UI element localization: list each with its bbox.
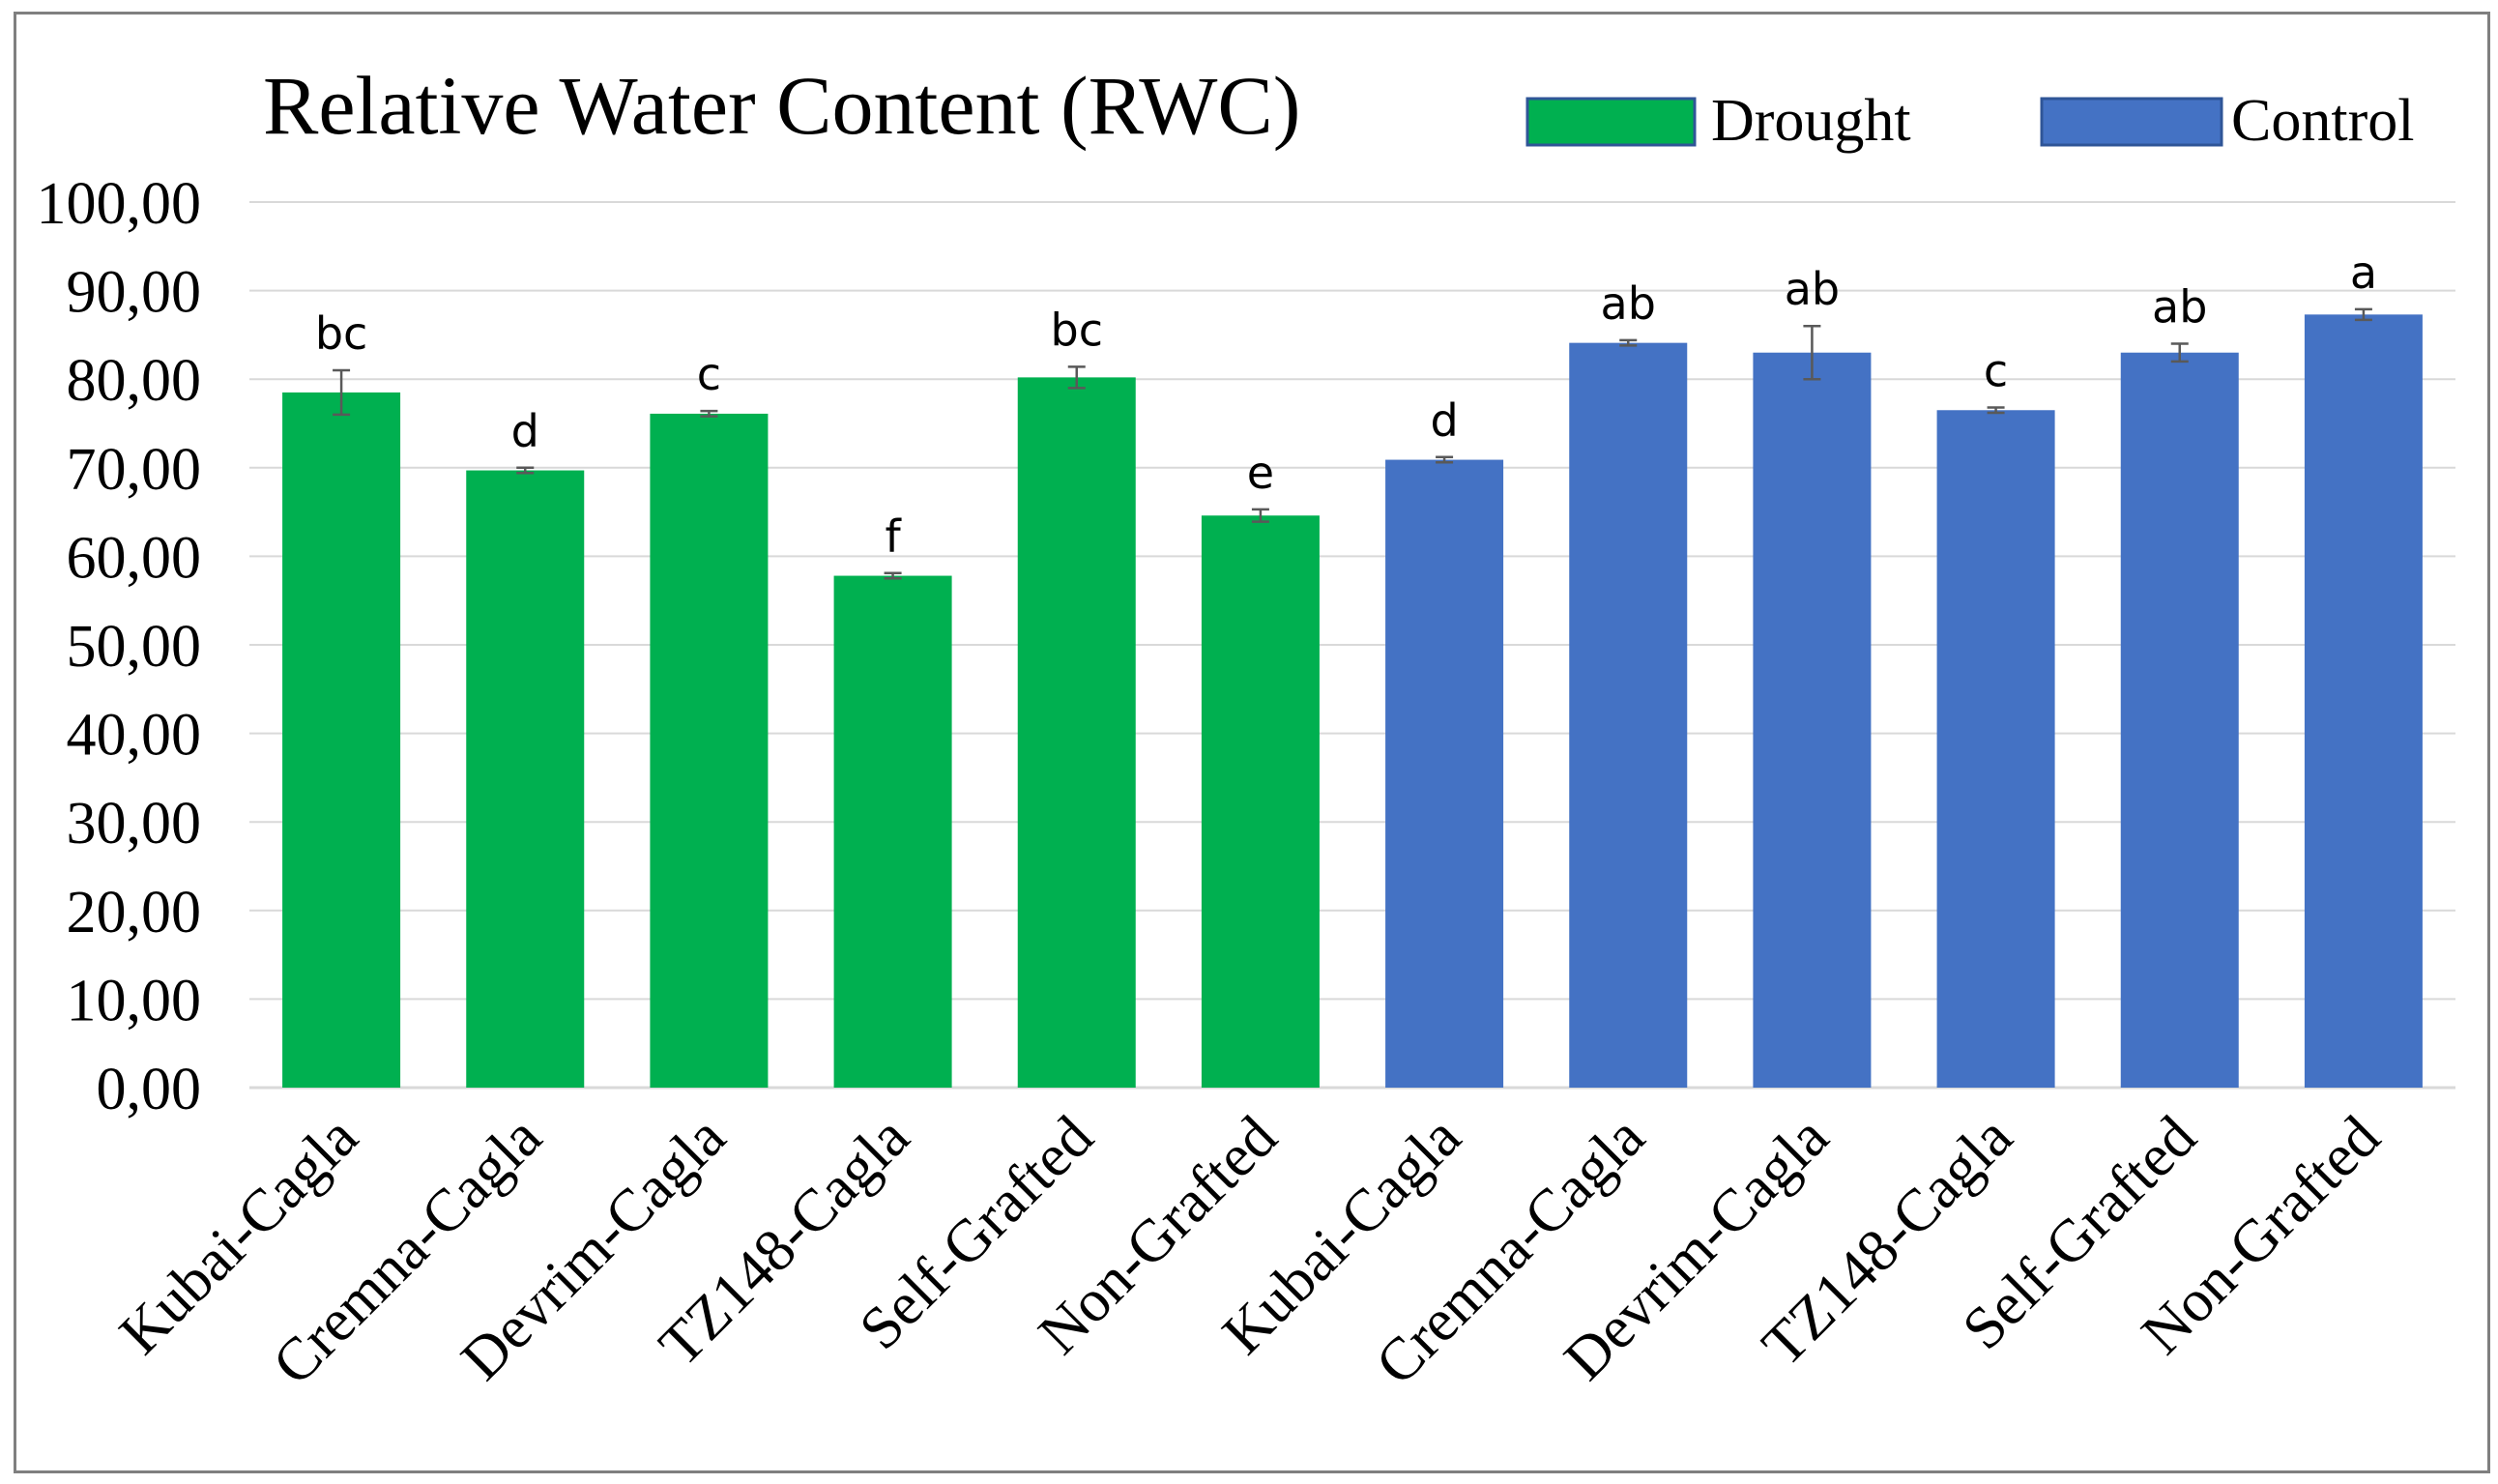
bar — [1569, 342, 1688, 1088]
y-tick-label: 20,00 — [67, 880, 202, 946]
x-axis-ticks: Kubai-CaglaCremna-CaglaDevrim-CaglaTZ148… — [107, 1104, 2393, 1398]
y-axis-ticks: 0,00 10,00 20,00 30,00 40,00 50,00 60,00 70,00 8… — [37, 171, 202, 1122]
legend-label-drought: Drought — [1711, 88, 1911, 154]
bar — [1201, 515, 1320, 1088]
bar — [1385, 459, 1504, 1088]
y-tick-label: 10,00 — [67, 968, 202, 1033]
y-tick-label: 80,00 — [67, 348, 202, 414]
bar — [2304, 314, 2423, 1088]
significance-label: bc — [315, 307, 368, 360]
significance-label: ab — [2152, 281, 2207, 334]
significance-label: d — [511, 405, 539, 457]
legend-label-control: Control — [2231, 88, 2414, 154]
significance-label: ab — [1785, 263, 1840, 315]
gridlines — [249, 201, 2455, 1090]
bar — [650, 413, 769, 1088]
significance-label: bc — [1051, 304, 1104, 356]
y-tick-label: 30,00 — [67, 791, 202, 857]
significance-label: e — [1247, 447, 1274, 499]
significance-label: c — [697, 348, 721, 400]
significance-label: a — [2350, 247, 2377, 299]
y-tick-label: 60,00 — [67, 525, 202, 591]
bar — [1753, 352, 1872, 1089]
bar — [833, 575, 952, 1088]
significance-label: d — [1430, 394, 1458, 447]
legend-swatch-drought — [1525, 97, 1697, 147]
legend-swatch-control — [2040, 97, 2223, 147]
bar — [2120, 352, 2239, 1089]
y-tick-label: 0,00 — [97, 1057, 202, 1122]
y-tick-label: 70,00 — [67, 437, 202, 503]
significance-label: c — [1984, 345, 2008, 397]
bar — [1936, 410, 2055, 1088]
bar — [282, 392, 401, 1088]
significance-label: f — [885, 510, 902, 563]
chart-title: Relative Water Content (RWC) — [263, 59, 1300, 152]
bars: bc d c f bc e d ab ab c ab a — [282, 247, 2423, 1089]
y-tick-label: 40,00 — [67, 703, 202, 769]
significance-label: ab — [1601, 277, 1656, 330]
y-tick-label: 90,00 — [67, 260, 202, 326]
y-tick-label: 50,00 — [67, 614, 202, 680]
bar — [1017, 377, 1136, 1088]
bar — [466, 470, 585, 1089]
legend: Drought Control — [1525, 88, 2414, 154]
y-tick-label: 100,00 — [37, 171, 202, 237]
